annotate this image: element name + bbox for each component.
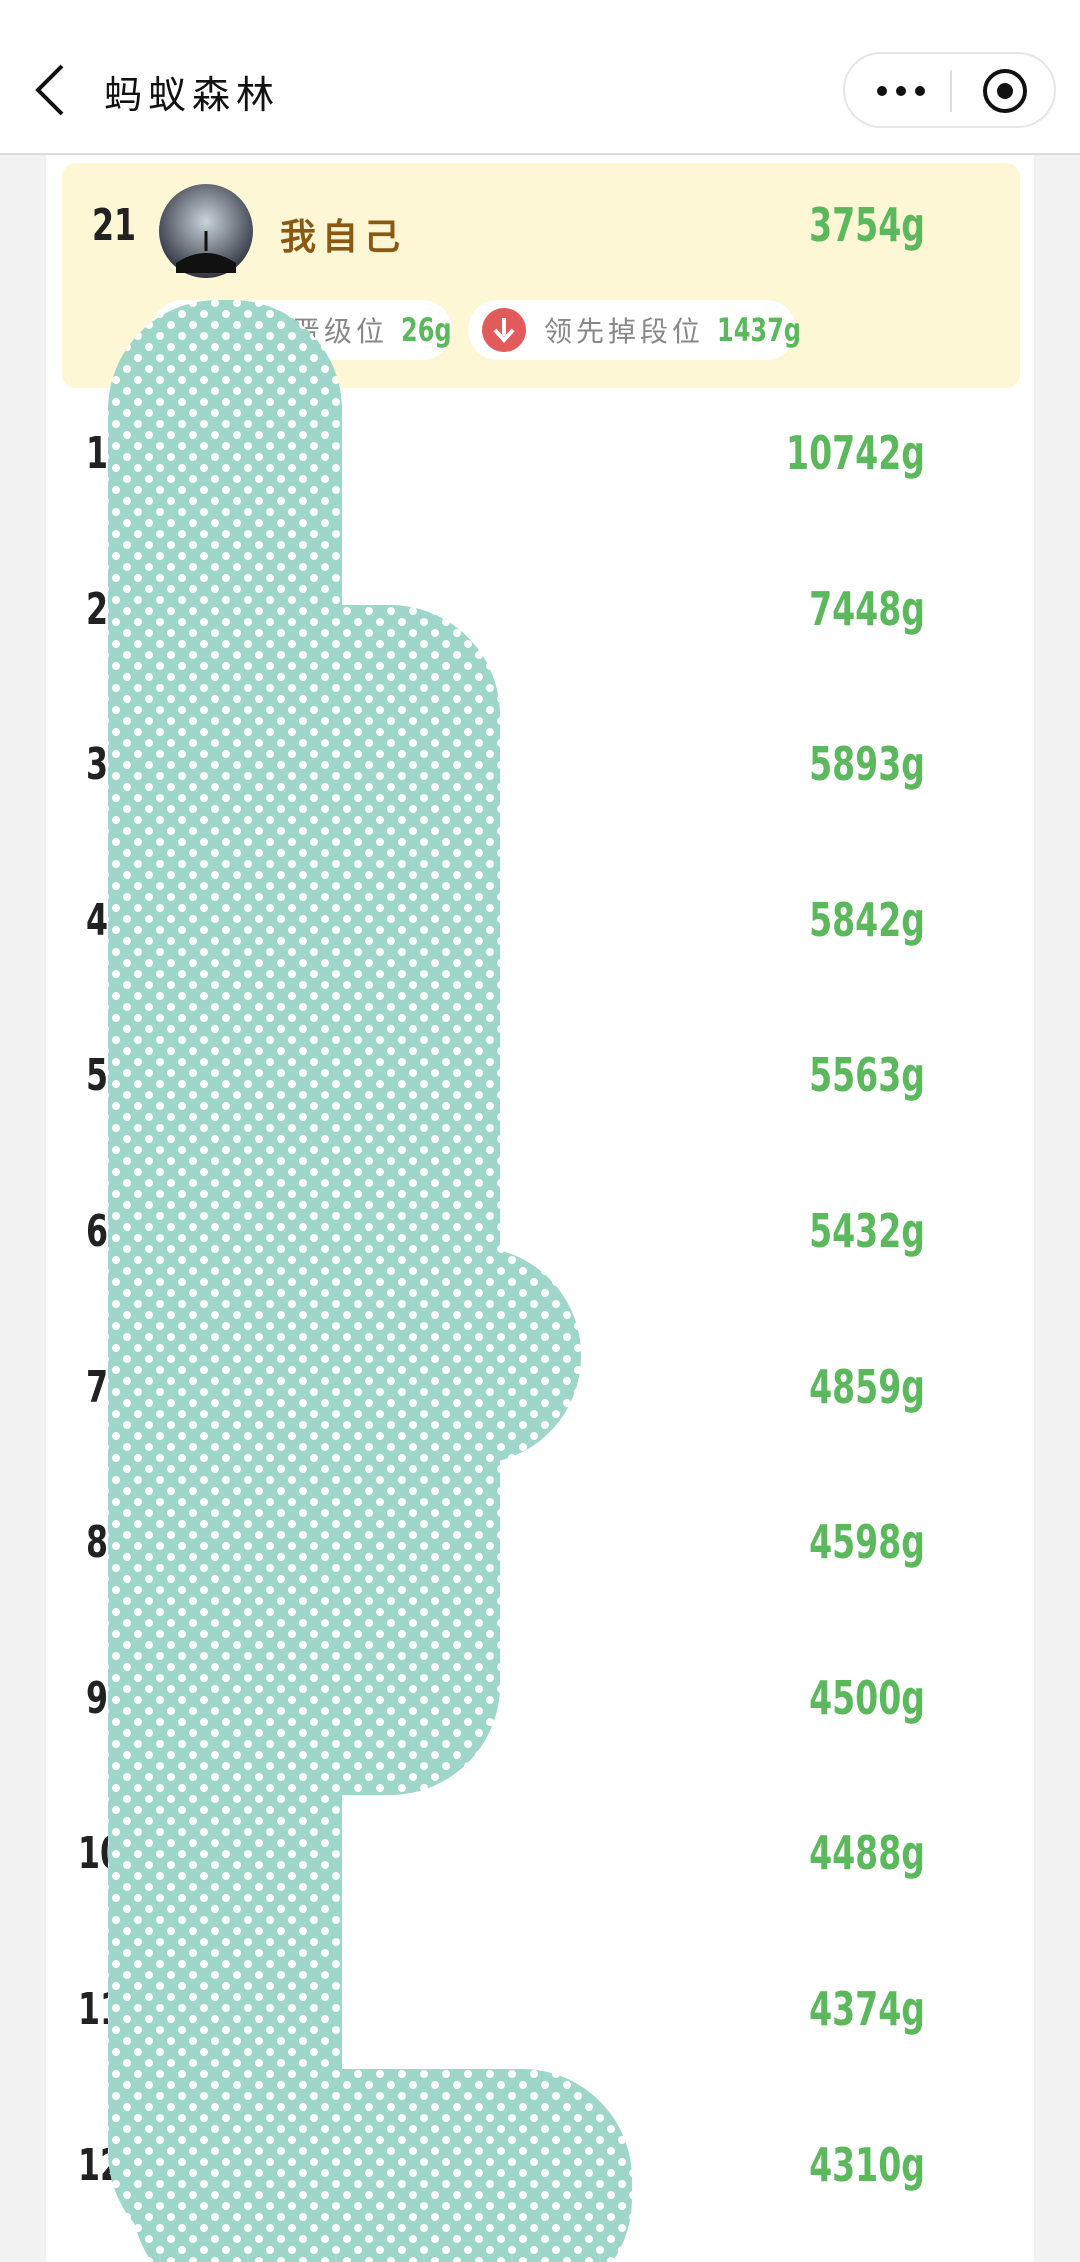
capsule bbox=[843, 52, 1056, 128]
rank: 4 bbox=[86, 894, 109, 946]
energy-value: 5893g bbox=[809, 737, 925, 792]
rank-row[interactable]: 9 4500g bbox=[0, 1669, 1080, 1769]
energy-value: 4859g bbox=[809, 1359, 925, 1414]
avatar bbox=[159, 184, 253, 278]
rank-row[interactable]: 2 7448g bbox=[0, 580, 1080, 680]
energy-value: 4310g bbox=[809, 2137, 925, 2192]
rank: 6 bbox=[86, 1206, 109, 1257]
badge-value: 26g bbox=[400, 311, 452, 349]
energy-value: 7448g bbox=[809, 581, 925, 636]
rank: 1 bbox=[86, 428, 109, 479]
nav-bar: 蚂蚁森林 bbox=[0, 0, 1080, 155]
energy-value: 4598g bbox=[809, 1515, 925, 1570]
rank: 3 bbox=[86, 739, 109, 791]
capsule-icons[interactable] bbox=[845, 54, 1054, 126]
down-icon bbox=[482, 308, 526, 352]
my-value: 3754g bbox=[809, 198, 925, 252]
rank: 8 bbox=[86, 1517, 109, 1569]
energy-value: 5563g bbox=[809, 1048, 925, 1103]
my-rank: 21 bbox=[92, 200, 137, 251]
rank: 7 bbox=[86, 1361, 109, 1413]
rank-row[interactable]: 1 10742g bbox=[0, 424, 1080, 524]
rank-row[interactable]: 3 5893g bbox=[0, 735, 1080, 835]
energy-value: 5432g bbox=[809, 1204, 925, 1258]
back-button[interactable] bbox=[30, 62, 70, 118]
rank-row[interactable]: 6 5432g bbox=[0, 1202, 1080, 1302]
page-title: 蚂蚁森林 bbox=[104, 73, 281, 117]
rank-row[interactable]: 7 4859g bbox=[0, 1358, 1080, 1458]
badge-value: 1437g bbox=[716, 311, 801, 349]
rank: 9 bbox=[86, 1672, 109, 1724]
energy-value: 4500g bbox=[809, 1670, 925, 1725]
badge: 领先掉段位 1437g bbox=[468, 300, 801, 360]
rank-row[interactable]: 4 5842g bbox=[0, 891, 1080, 991]
my-name: 我自己 bbox=[280, 217, 407, 258]
badge-label: 领先掉段位 bbox=[544, 315, 705, 348]
energy-value: 5842g bbox=[809, 892, 925, 947]
energy-value: 4374g bbox=[809, 1982, 925, 2036]
rank-row[interactable]: 8 4598g bbox=[0, 1513, 1080, 1613]
energy-value: 10742g bbox=[786, 426, 925, 480]
energy-value: 4488g bbox=[809, 1826, 925, 1881]
rank: 2 bbox=[86, 583, 109, 635]
rank: 5 bbox=[86, 1050, 109, 1102]
rank-row[interactable]: 5 5563g bbox=[0, 1046, 1080, 1146]
